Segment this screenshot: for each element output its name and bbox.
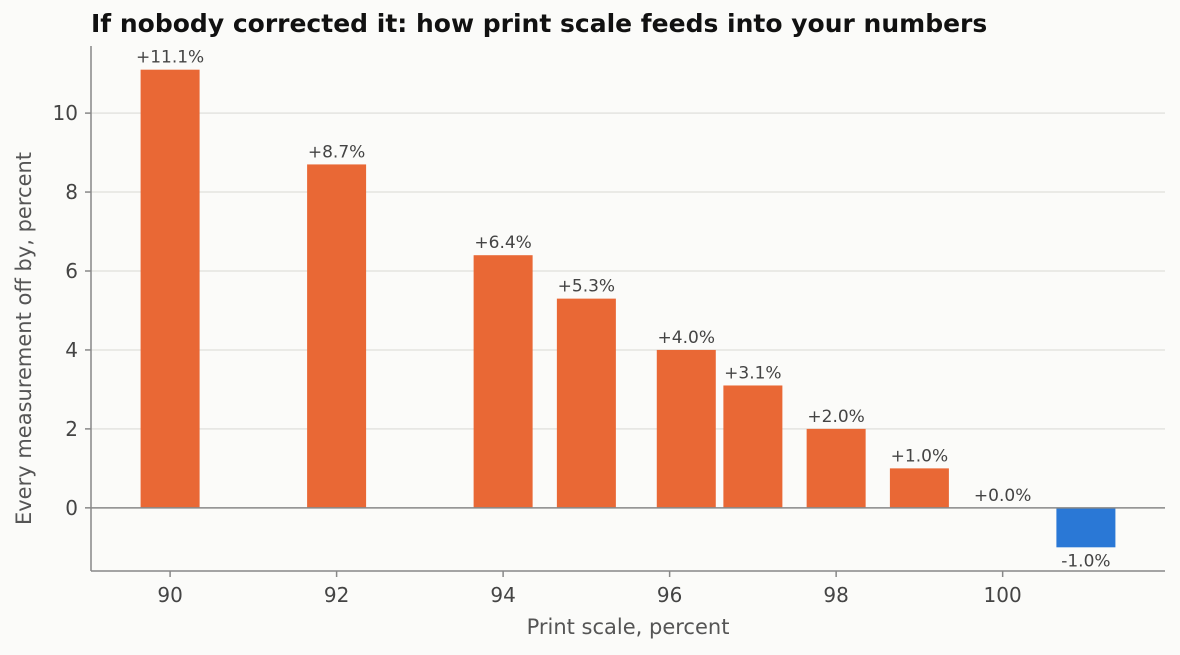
x-tick-label: 94	[490, 583, 515, 607]
y-tick-label: 0	[65, 496, 78, 520]
y-tick-label: 2	[65, 417, 78, 441]
bar	[307, 164, 367, 508]
x-axis-label: Print scale, percent	[527, 615, 730, 639]
bar	[473, 255, 533, 508]
bar	[140, 69, 200, 508]
axes	[85, 46, 1165, 577]
bar-value-label: +11.1%	[136, 48, 204, 68]
bar-value-label: +8.7%	[308, 142, 365, 162]
chart-title: If nobody corrected it: how print scale …	[91, 9, 988, 38]
bar-value-label: +3.1%	[724, 363, 781, 383]
y-tick-label: 10	[53, 101, 78, 125]
bar-value-label: +5.3%	[558, 277, 615, 297]
bar-value-label: +0.0%	[974, 486, 1031, 506]
bar	[723, 385, 783, 508]
bar-value-label: +4.0%	[658, 328, 715, 348]
bar	[556, 298, 616, 508]
bar	[1056, 507, 1116, 548]
bar-value-label: +6.4%	[474, 233, 531, 253]
bar-value-label: -1.0%	[1061, 551, 1110, 571]
bar	[889, 468, 949, 508]
bars	[140, 69, 1116, 548]
grid-lines	[91, 112, 1165, 430]
y-tick-label: 4	[65, 338, 78, 362]
x-tick-label: 96	[657, 583, 682, 607]
y-tick-label: 8	[65, 180, 78, 204]
x-tick-label: 92	[324, 583, 349, 607]
y-axis-label: Every measurement off by, percent	[12, 152, 36, 525]
bar	[656, 349, 716, 508]
bar-value-label: +1.0%	[891, 446, 948, 466]
x-tick-label: 98	[823, 583, 848, 607]
y-tick-label: 6	[65, 259, 78, 283]
bar	[806, 428, 866, 508]
bar-value-label: +2.0%	[807, 407, 864, 427]
labels: +11.1% +8.7% +6.4% +5.3% +4.0% +3.1% +2.0% +1.0…	[53, 48, 1111, 607]
x-tick-label: 90	[157, 583, 182, 607]
x-tick-label: 100	[984, 583, 1022, 607]
